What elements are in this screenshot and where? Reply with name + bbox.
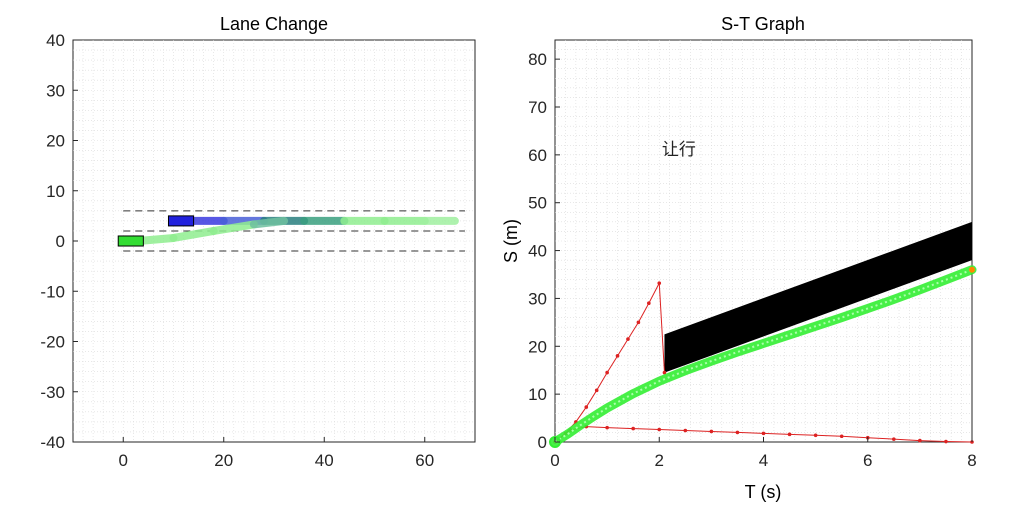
y-tick-label: 0 [538,433,547,452]
search-path-point [594,388,599,393]
x-tick-label: 6 [863,451,872,470]
search-path-point [683,428,688,433]
lane-change-grid [73,40,475,442]
search-path-point [657,281,662,285]
y-tick-label: 10 [46,182,65,201]
y-tick-label: -30 [40,383,65,402]
search-path-point [944,439,948,444]
lane-change-title: Lane Change [220,14,328,34]
x-tick-label: 2 [655,451,664,470]
y-tick-label: 40 [46,31,65,50]
obstacle-region [664,221,972,373]
search-path-point [636,320,641,325]
search-path-point [584,405,589,409]
trajectory-segment [169,226,218,242]
trajectory-segment [209,220,258,235]
search-path-point [735,430,740,435]
lane-change-content [117,210,465,252]
planned-speed-profile-inner [554,268,973,443]
search-path-point [709,429,714,434]
search-path-point [918,438,922,443]
search-path-point [657,427,662,432]
x-tick-label: 0 [119,451,128,470]
y-tick-label: -20 [40,333,65,352]
x-tick-label: 40 [315,451,334,470]
search-path-point [647,301,651,306]
search-path-point [662,370,667,375]
x-tick-label: 20 [214,451,233,470]
x-tick-label: 0 [550,451,559,470]
x-tick-label: 60 [415,451,434,470]
x-tick-label: 8 [967,451,976,470]
search-path-point [761,431,766,436]
search-path-point [605,370,609,375]
y-tick-label: 10 [528,385,547,404]
y-tick-label: 70 [528,98,547,117]
y-tick-label: 50 [528,194,547,213]
search-path-point [615,354,620,358]
search-path-point [813,433,818,438]
yield-annotation: 让行 [662,140,696,160]
search-path-point [839,434,844,439]
y-tick-label: 20 [528,337,547,356]
lane-change-ticks: 0 20 40 60 40 30 20 10 0 -10 -20 -30 -40 [40,31,434,470]
lane-change-panel: 0 20 40 60 40 30 20 10 0 -10 -20 -30 -40 Lane Change [40,14,476,470]
y-tick-label: 20 [46,132,65,151]
blue-vehicle-rect [167,215,195,227]
st-ticks: 0 2 4 6 8 80 70 60 50 40 30 20 10 0 [528,50,977,470]
profile-end-marker [969,266,975,273]
y-tick-label: -40 [40,433,65,452]
search-path-point [892,437,896,441]
st-xlabel: T (s) [745,482,782,502]
x-tick-label: 4 [759,451,768,470]
trajectory-segment [134,233,178,245]
st-title: S-T Graph [721,14,805,34]
y-tick-label: 0 [56,232,65,251]
y-tick-label: 30 [46,81,65,100]
search-path-line [554,426,973,443]
y-tick-label: 80 [528,50,547,69]
st-ylabel: S (m) [501,219,521,263]
y-tick-label: 30 [528,289,547,308]
st-graph-panel: 0 2 4 6 8 80 70 60 50 40 30 20 10 0 S-T Graph T (s) S… [501,14,977,502]
trajectory-segment [249,216,289,229]
search-path-point [626,337,630,341]
search-path-line [554,281,665,443]
y-tick-label: -10 [40,282,65,301]
y-tick-label: 60 [528,146,547,165]
st-content [549,221,977,448]
search-path-point [631,426,635,431]
green-vehicle-rect [117,235,144,247]
search-path-point [605,425,609,430]
search-path-point [787,432,792,437]
y-tick-label: 40 [528,242,547,261]
